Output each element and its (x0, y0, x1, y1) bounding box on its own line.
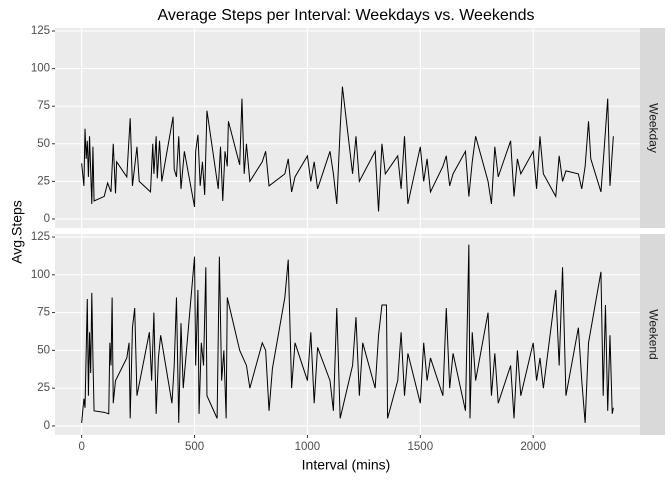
facet-strip (640, 234, 665, 435)
x-tick-label: 500 (185, 441, 204, 453)
x-tick-label: 2000 (520, 441, 546, 453)
y-axis-label: Avg.Steps (9, 200, 25, 264)
y-tick-label: 75 (37, 100, 50, 112)
y-tick-label: 25 (37, 175, 50, 187)
panel-background (55, 234, 640, 435)
facet-label: Weekend (646, 309, 660, 359)
y-tick-label: 100 (31, 269, 50, 281)
y-tick-label: 100 (31, 63, 50, 75)
x-axis-label: Interval (mins) (302, 457, 391, 473)
y-tick-label: 25 (37, 382, 50, 394)
x-tick-label: 1500 (408, 441, 434, 453)
facet-strip (640, 28, 665, 228)
y-tick-label: 125 (31, 25, 50, 37)
facet-label: Weekday (646, 103, 660, 153)
x-tick-label: 1000 (295, 441, 321, 453)
data-line (81, 244, 614, 423)
x-tick-label: 0 (78, 441, 84, 453)
y-tick-label: 125 (31, 231, 50, 243)
y-tick-label: 50 (37, 344, 50, 356)
data-line (81, 86, 614, 212)
y-tick-label: 50 (37, 138, 50, 150)
chart-title: Average Steps per Interval: Weekdays vs.… (157, 7, 534, 24)
y-tick-label: 75 (37, 307, 50, 319)
y-tick-label: 0 (44, 420, 50, 432)
y-tick-label: 0 (44, 213, 50, 225)
